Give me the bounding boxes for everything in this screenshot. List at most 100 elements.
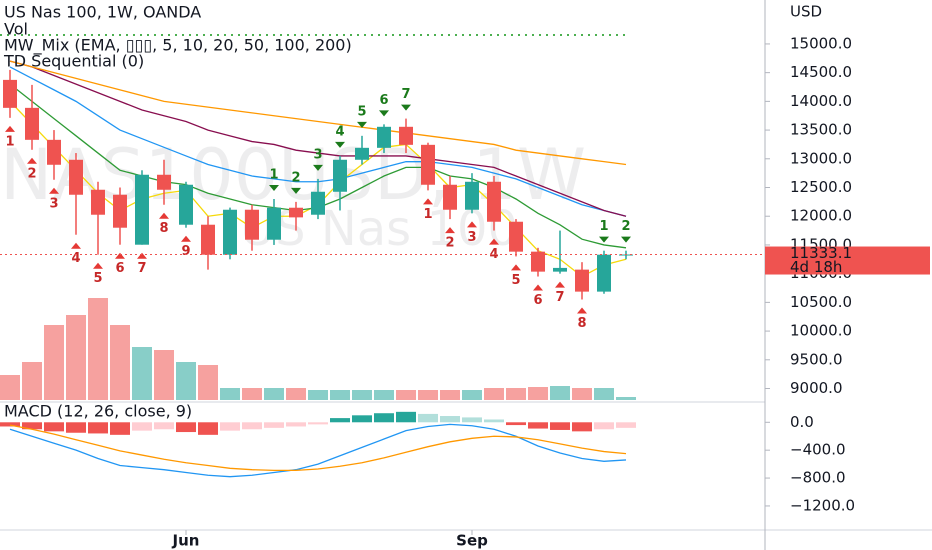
- candle-body: [201, 224, 215, 255]
- macd-hist-bar: [66, 422, 86, 433]
- y2-tick-label: −400.0: [790, 441, 846, 459]
- candle-body: [289, 207, 303, 218]
- volume-bar: [44, 325, 64, 400]
- macd-hist-bar: [374, 413, 394, 423]
- td-buy-label: 5: [93, 271, 102, 286]
- td-arrow: [93, 262, 103, 269]
- macd-label: MACD (12, 26, close, 9): [4, 402, 192, 421]
- td-buy-label: 3: [49, 196, 58, 211]
- td-arrow: [401, 104, 411, 111]
- y-tick-label: 13500.0: [790, 121, 852, 139]
- candle-body: [267, 207, 281, 240]
- y-tick-label: 10500.0: [790, 293, 852, 311]
- td-arrow: [489, 238, 499, 245]
- macd-hist-bar: [0, 422, 20, 427]
- macd-hist-bar: [594, 422, 614, 430]
- td-arrow: [181, 235, 191, 242]
- td-sell-label: 1: [599, 219, 608, 234]
- candle-body: [377, 126, 391, 148]
- td-sell-label: 4: [335, 124, 344, 139]
- candle-body: [443, 184, 457, 210]
- td-arrow: [159, 212, 169, 219]
- volume-bar: [22, 362, 42, 400]
- td-buy-label: 3: [467, 230, 476, 245]
- td-sell-label: 5: [357, 104, 366, 119]
- volume-bar: [110, 325, 130, 400]
- volume-bar: [198, 365, 218, 400]
- candle-body: [421, 144, 435, 185]
- candle-body: [25, 107, 39, 140]
- macd-hist-bar: [396, 411, 416, 423]
- macd-hist-bar: [154, 422, 174, 430]
- countdown: 4d 18h: [790, 258, 842, 276]
- volume-bar: [528, 387, 548, 400]
- volume-bar: [374, 390, 394, 400]
- td-buy-label: 2: [27, 166, 36, 181]
- macd-hist-bar: [330, 418, 350, 423]
- volume-bar: [330, 390, 350, 400]
- candle-body: [333, 159, 347, 192]
- macd-hist-bar: [286, 422, 306, 427]
- y-tick-label: 14000.0: [790, 92, 852, 110]
- indicator-label: TD Sequential (0): [3, 52, 144, 71]
- volume-bar: [396, 390, 416, 400]
- td-buy-label: 7: [555, 290, 564, 305]
- y-tick-label: 12500.0: [790, 178, 852, 196]
- y-tick-label: 10000.0: [790, 322, 852, 340]
- macd-hist-bar: [462, 417, 482, 423]
- macd-hist-bar: [198, 422, 218, 435]
- macd-hist-bar: [132, 422, 152, 431]
- candle-body: [509, 221, 523, 252]
- volume-bar: [154, 350, 174, 400]
- td-arrow: [71, 242, 81, 249]
- td-arrow: [379, 110, 389, 117]
- macd-hist-bar: [88, 422, 108, 434]
- signal-line: [9, 424, 627, 472]
- macd-hist-bar: [418, 413, 438, 423]
- td-sell-label: 2: [621, 219, 630, 234]
- volume-bar: [616, 397, 636, 400]
- volume-bar: [550, 386, 570, 400]
- td-arrow: [49, 187, 59, 194]
- ma-line: [9, 60, 627, 217]
- chart-title: US Nas 100, 1W, OANDA: [4, 3, 201, 22]
- candle-body: [487, 181, 501, 222]
- td-buy-label: 6: [115, 261, 124, 276]
- td-arrow: [115, 252, 125, 259]
- td-arrow: [357, 121, 367, 128]
- y-tick-label: 13000.0: [790, 149, 852, 167]
- candle-body: [531, 251, 545, 272]
- td-arrow: [5, 125, 15, 132]
- td-buy-label: 1: [423, 207, 432, 222]
- candle-body: [91, 189, 105, 215]
- td-sell-label: 6: [379, 93, 388, 108]
- candle-body: [597, 254, 611, 292]
- td-buy-label: 9: [181, 244, 190, 259]
- macd-hist-bar: [506, 422, 526, 426]
- volume-bar: [242, 388, 262, 400]
- td-arrow: [27, 157, 37, 164]
- td-buy-label: 1: [5, 134, 14, 149]
- macd-hist-bar: [264, 422, 284, 428]
- volume-bar: [286, 388, 306, 400]
- currency: USD: [790, 3, 822, 21]
- volume-bar: [462, 390, 482, 400]
- td-arrow: [291, 187, 301, 194]
- td-buy-label: 7: [137, 261, 146, 276]
- macd-hist-bar: [220, 422, 240, 431]
- td-arrow: [621, 236, 631, 243]
- candle-body: [245, 209, 259, 240]
- candle-body: [135, 174, 149, 245]
- indicator-label: MW_Mix (EMA, ▯▯▯, 5, 10, 20, 50, 100, 20…: [4, 36, 352, 56]
- x-tick-label: Jun: [172, 532, 200, 550]
- td-sell-label: 3: [313, 147, 322, 162]
- macd-hist-bar: [528, 422, 548, 429]
- volume-bar: [0, 375, 20, 400]
- y-tick-label: 14500.0: [790, 63, 852, 81]
- candle-body: [553, 267, 567, 272]
- last-price-box: [765, 246, 930, 275]
- ma-line: [9, 60, 627, 166]
